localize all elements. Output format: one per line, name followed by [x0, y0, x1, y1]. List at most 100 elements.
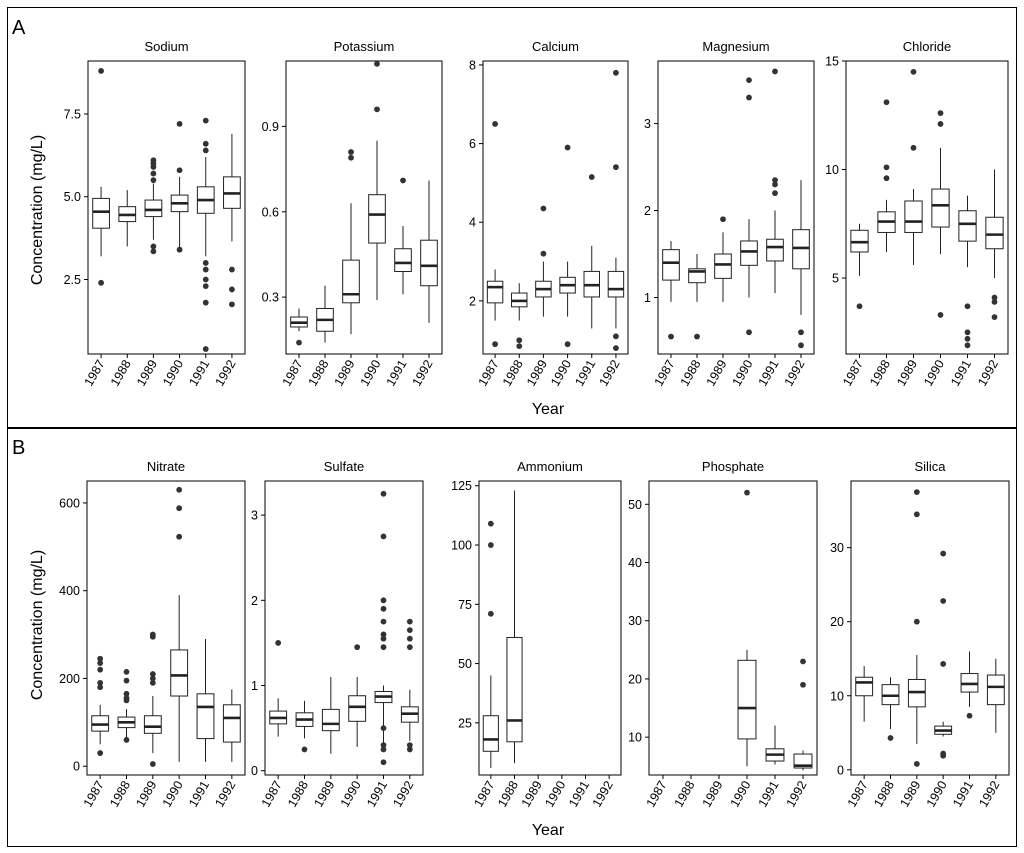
ammonium-y-tick-label: 100	[451, 539, 472, 553]
outlier-point	[380, 644, 387, 651]
outlier-point	[883, 175, 890, 182]
outlier-point	[374, 106, 380, 113]
silica-y-tick-label: 30	[830, 541, 844, 555]
outlier-point	[123, 736, 130, 743]
box-iqr	[737, 659, 757, 740]
nitrate-box-1990	[170, 486, 189, 762]
box-iqr	[144, 199, 163, 218]
phosphate-y-tick-label: 20	[628, 672, 642, 686]
panel-b-frame	[7, 428, 1017, 847]
potassium-x-tick-label: 1991	[384, 357, 410, 388]
potassium-box-1990	[368, 60, 386, 300]
outlier-point	[354, 644, 361, 651]
potassium-y-tick-label: 0.9	[262, 120, 279, 134]
outlier-point	[613, 333, 619, 340]
outlier-point	[966, 712, 973, 719]
sodium-x-tick-label: 1987	[82, 357, 108, 388]
outlier-point	[123, 697, 130, 704]
phosphate-x-tick-label: 1988	[672, 778, 698, 809]
outlier-point	[149, 675, 156, 682]
outlier-point	[940, 661, 947, 667]
outlier-point	[406, 627, 413, 634]
nitrate-chart: Nitrate 0 200 400 600 1987 1988 1989 1990 1991 199…	[59, 459, 246, 810]
sulfate-y-tick-label: 2	[251, 594, 258, 608]
sulfate-box-1987	[269, 640, 288, 737]
box-iqr	[931, 188, 950, 228]
sodium-plot-frame	[87, 60, 246, 355]
box-iqr	[607, 270, 625, 298]
potassium-y-tick-label: 0.3	[262, 291, 279, 305]
outlier-point	[229, 266, 235, 273]
box-iqr	[348, 695, 367, 722]
nitrate-plot-frame	[86, 480, 246, 776]
outlier-point	[123, 690, 130, 697]
sodium-x-tick-label: 1990	[160, 357, 186, 388]
sodium-x-tick-label: 1991	[186, 357, 212, 388]
nitrate-title: Nitrate	[147, 459, 185, 474]
outlier-point	[564, 144, 571, 151]
magnesium-chart: Magnesium 1 2 3 1987 1988 1989 1990 1991 1992	[644, 39, 815, 389]
ammonium-x-tick-label: 1989	[519, 778, 545, 809]
outlier-point	[149, 671, 156, 677]
outlier-point	[910, 144, 917, 151]
nitrate-box-1987	[91, 655, 110, 756]
sodium-y-tick-label: 7.5	[64, 107, 81, 121]
chloride-box-1991	[958, 195, 977, 349]
chloride-box-1989	[904, 68, 923, 266]
phosphate-y-tick-label: 30	[628, 614, 642, 628]
silica-x-tick-label: 1992	[976, 778, 1002, 809]
outlier-point	[964, 342, 971, 349]
outlier-point	[800, 658, 806, 665]
calcium-x-tick-label: 1990	[548, 357, 574, 388]
outlier-point	[913, 489, 920, 496]
calcium-x-tick-label: 1991	[572, 357, 598, 388]
sodium-y-tick-label: 5.0	[64, 190, 81, 204]
sulfate-box-1990	[348, 644, 367, 747]
outlier-point	[229, 286, 235, 293]
outlier-point	[202, 117, 209, 124]
magnesium-plot-frame	[657, 60, 815, 355]
outlier-point	[149, 633, 156, 640]
sulfate-y-tick-label: 1	[251, 679, 258, 693]
outlier-point	[400, 177, 406, 184]
calcium-y-tick-label: 2	[469, 294, 476, 308]
phosphate-x-tick-label: 1991	[756, 778, 782, 809]
chloride-x-tick-label: 1989	[894, 357, 920, 388]
magnesium-x-tick-label: 1987	[652, 357, 678, 388]
outlier-point	[613, 164, 619, 171]
silica-x-tick-label: 1987	[845, 778, 871, 809]
outlier-point	[487, 520, 494, 527]
sulfate-x-tick-label: 1987	[259, 778, 285, 809]
outlier-point	[746, 329, 752, 336]
nitrate-box-1988	[117, 668, 136, 743]
outlier-point	[374, 60, 380, 67]
silica-box-1991	[960, 651, 979, 719]
sulfate-box-1992	[400, 618, 419, 753]
chloride-box-1987	[850, 223, 869, 310]
outlier-point	[991, 299, 998, 305]
potassium-x-tick-label: 1987	[280, 357, 306, 388]
silica-y-tick-label: 10	[830, 689, 844, 703]
silica-box-1987	[855, 666, 874, 722]
box-iqr	[196, 693, 215, 740]
box-iqr	[792, 229, 810, 270]
magnesium-y-tick-label: 2	[644, 204, 651, 218]
phosphate-plot-frame	[648, 480, 818, 776]
calcium-box-1987	[486, 121, 504, 348]
outlier-point	[940, 598, 947, 604]
outlier-point	[202, 266, 209, 273]
outlier-point	[202, 299, 209, 306]
outlier-point	[380, 725, 387, 732]
potassium-title: Potassium	[334, 39, 395, 54]
sulfate-box-1991	[374, 490, 393, 766]
magnesium-box-1990	[740, 77, 758, 336]
chloride-x-tick-label: 1992	[975, 357, 1001, 388]
outlier-point	[940, 550, 947, 557]
outlier-point	[348, 149, 354, 155]
ammonium-box-1988	[506, 490, 523, 764]
magnesium-x-tick-label: 1990	[730, 357, 756, 388]
outlier-point	[937, 121, 944, 127]
outlier-point	[746, 77, 752, 84]
outlier-point	[516, 337, 523, 344]
